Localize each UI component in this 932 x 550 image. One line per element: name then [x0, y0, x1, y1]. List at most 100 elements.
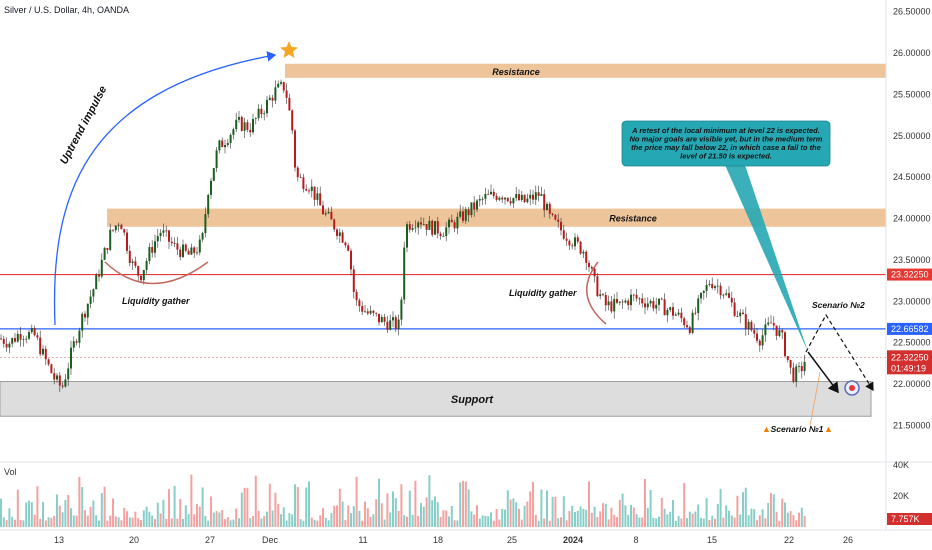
candle-body	[75, 341, 78, 343]
volume-bar	[425, 497, 428, 527]
candle-body	[0, 338, 2, 340]
candle-body	[198, 239, 201, 253]
volume-bar	[700, 517, 702, 527]
volume-bar	[170, 518, 173, 527]
candle-body	[338, 232, 341, 236]
volume-bar	[663, 508, 666, 527]
volume-bar	[686, 518, 688, 527]
candle-body	[282, 82, 285, 91]
candle-body	[364, 311, 366, 313]
price-axis[interactable]: 26.50000 26.00000 25.50000 25.00000 24.50000…	[893, 7, 931, 501]
volume-bar	[532, 481, 534, 527]
candle-body	[190, 247, 193, 255]
candle-body	[627, 300, 630, 306]
volume-bar	[697, 504, 700, 527]
volume-bar	[652, 517, 655, 527]
candle-body	[322, 205, 324, 215]
candle-body	[294, 130, 296, 168]
candle-body	[316, 193, 319, 200]
candle-body	[369, 310, 372, 314]
volume-bar	[400, 484, 403, 527]
volume-bar	[680, 518, 683, 527]
volume-bar	[260, 518, 263, 527]
candle-body	[210, 180, 212, 195]
candle-body	[25, 338, 28, 340]
volume-bar	[585, 509, 588, 527]
liquidity-arc-1	[104, 261, 209, 285]
volume-bar	[383, 519, 386, 527]
level-tag-2	[887, 322, 932, 335]
candle-body	[58, 375, 61, 386]
volume-bar	[22, 520, 25, 527]
star-icon	[280, 41, 298, 58]
candle-body	[515, 194, 518, 199]
candle-body	[285, 90, 288, 98]
x-tick-label: 11	[358, 535, 367, 545]
time-axis[interactable]: 13 20 27 Dec 11 18 25 2024 8 15 22 26	[54, 535, 853, 545]
volume-bar	[364, 501, 366, 527]
candle-body	[663, 299, 666, 316]
liquidity-label-1: Liquidity gather	[122, 296, 190, 306]
volume-bar	[148, 511, 151, 527]
volume-bar	[330, 513, 333, 527]
volume-bar	[588, 481, 590, 527]
candle-body	[5, 343, 8, 348]
volume-bar	[266, 511, 268, 527]
volume-bar	[621, 493, 624, 527]
candle-body	[106, 248, 109, 250]
candle-body	[176, 243, 179, 250]
volume-bar	[562, 496, 565, 527]
volume-bar	[392, 491, 394, 527]
candle-body	[56, 375, 58, 380]
uptrend-arrow	[53, 51, 277, 326]
candle-body	[686, 325, 688, 328]
candle-body	[784, 332, 786, 357]
candle-body	[310, 186, 313, 191]
volume-layer	[0, 474, 806, 527]
candle-body	[308, 190, 310, 192]
candle-body	[632, 294, 635, 296]
volume-bar	[554, 496, 557, 527]
volume-bar	[543, 518, 546, 527]
volume-bar	[490, 512, 492, 527]
volume-tick-label: 20K	[893, 491, 909, 501]
volume-bar	[89, 506, 92, 527]
candle-body	[366, 311, 369, 314]
candle-body	[470, 202, 473, 216]
candle-body	[770, 322, 772, 324]
volume-bar	[666, 514, 669, 527]
candle-body	[778, 330, 781, 336]
candle-body	[554, 214, 557, 220]
candle-body	[8, 343, 11, 348]
candle-body	[616, 298, 618, 303]
y-tick-label: 22.00000	[893, 379, 931, 389]
candle-body	[299, 177, 302, 178]
candle-body	[112, 229, 114, 231]
volume-bar	[571, 505, 574, 527]
volume-bar	[596, 517, 599, 527]
volume-bar	[92, 500, 95, 527]
volume-bar	[798, 512, 800, 527]
volume-bar	[658, 516, 660, 527]
candle-body	[291, 110, 294, 131]
candle-body	[425, 224, 428, 230]
volume-bar	[526, 501, 529, 527]
volume-bar	[235, 508, 238, 527]
candle-body	[540, 194, 543, 196]
volume-bar	[168, 489, 170, 527]
volume-current-tag	[887, 513, 932, 525]
volume-bar	[140, 520, 142, 527]
candle-body	[484, 193, 487, 199]
volume-bar	[229, 520, 232, 527]
volume-bar	[789, 511, 792, 527]
candle-body	[249, 129, 252, 133]
volume-bar	[599, 511, 602, 527]
candle-body	[156, 236, 159, 242]
volume-bar	[406, 516, 408, 527]
liquidity-arc-2	[585, 261, 607, 325]
candle-body	[431, 220, 434, 235]
volume-bar	[72, 515, 75, 527]
candle-body	[781, 330, 784, 333]
candle-body	[658, 298, 660, 305]
